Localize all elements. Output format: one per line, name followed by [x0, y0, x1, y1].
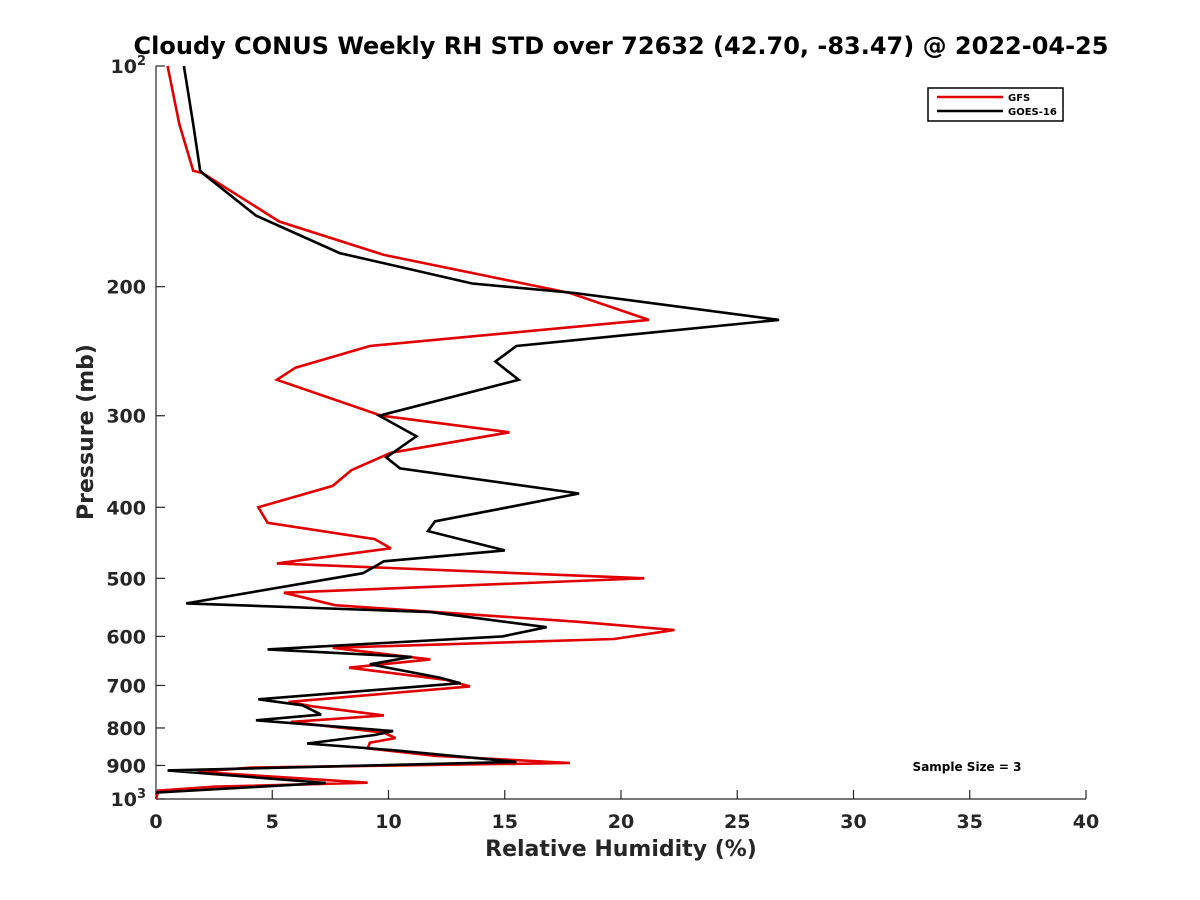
- x-tick-label: 35: [957, 811, 983, 833]
- chart-title: Cloudy CONUS Weekly RH STD over 72632 (4…: [134, 32, 1109, 60]
- x-tick-label: 0: [149, 811, 162, 833]
- y-tick-label: 103: [111, 787, 147, 811]
- legend: GFS GOES-16: [927, 87, 1064, 122]
- y-tick-label: 800: [106, 718, 146, 740]
- y-tick-label: 900: [106, 755, 146, 777]
- x-tick-label: 40: [1073, 811, 1099, 833]
- x-tick-label: 30: [840, 811, 866, 833]
- y-tick-label: 700: [106, 675, 146, 697]
- y-tick-label: 500: [106, 568, 146, 590]
- plot-area: [155, 66, 1086, 800]
- x-axis-label: Relative Humidity (%): [485, 837, 757, 862]
- y-tick-label: 400: [106, 497, 146, 519]
- y-tick-label: 600: [106, 626, 146, 648]
- x-tick-label: 20: [608, 811, 634, 833]
- series-layer: [154, 65, 780, 800]
- x-tick-label: 10: [375, 811, 401, 833]
- y-axis-label: Pressure (mb): [74, 344, 99, 520]
- legend-box: [927, 87, 1064, 122]
- y-tick-label: 300: [106, 406, 146, 428]
- y-tick-label: 200: [106, 277, 146, 299]
- legend-label-goes16: GOES-16: [1008, 107, 1057, 118]
- y-axis-ticks: 102 200 300 400 500 600 700 800 900 103: [106, 54, 165, 811]
- x-tick-label: 15: [492, 811, 518, 833]
- x-tick-label: 25: [724, 811, 750, 833]
- x-axis-ticks: 0 5 10 15 20 25 30 35 40: [149, 790, 1099, 833]
- series-line-gfs: [154, 65, 675, 800]
- series-line-goes16: [155, 65, 780, 794]
- sample-size-annotation: Sample Size = 3: [913, 760, 1022, 774]
- legend-label-gfs: GFS: [1008, 93, 1030, 104]
- y-tick-label: 102: [111, 54, 147, 78]
- x-tick-label: 5: [266, 811, 279, 833]
